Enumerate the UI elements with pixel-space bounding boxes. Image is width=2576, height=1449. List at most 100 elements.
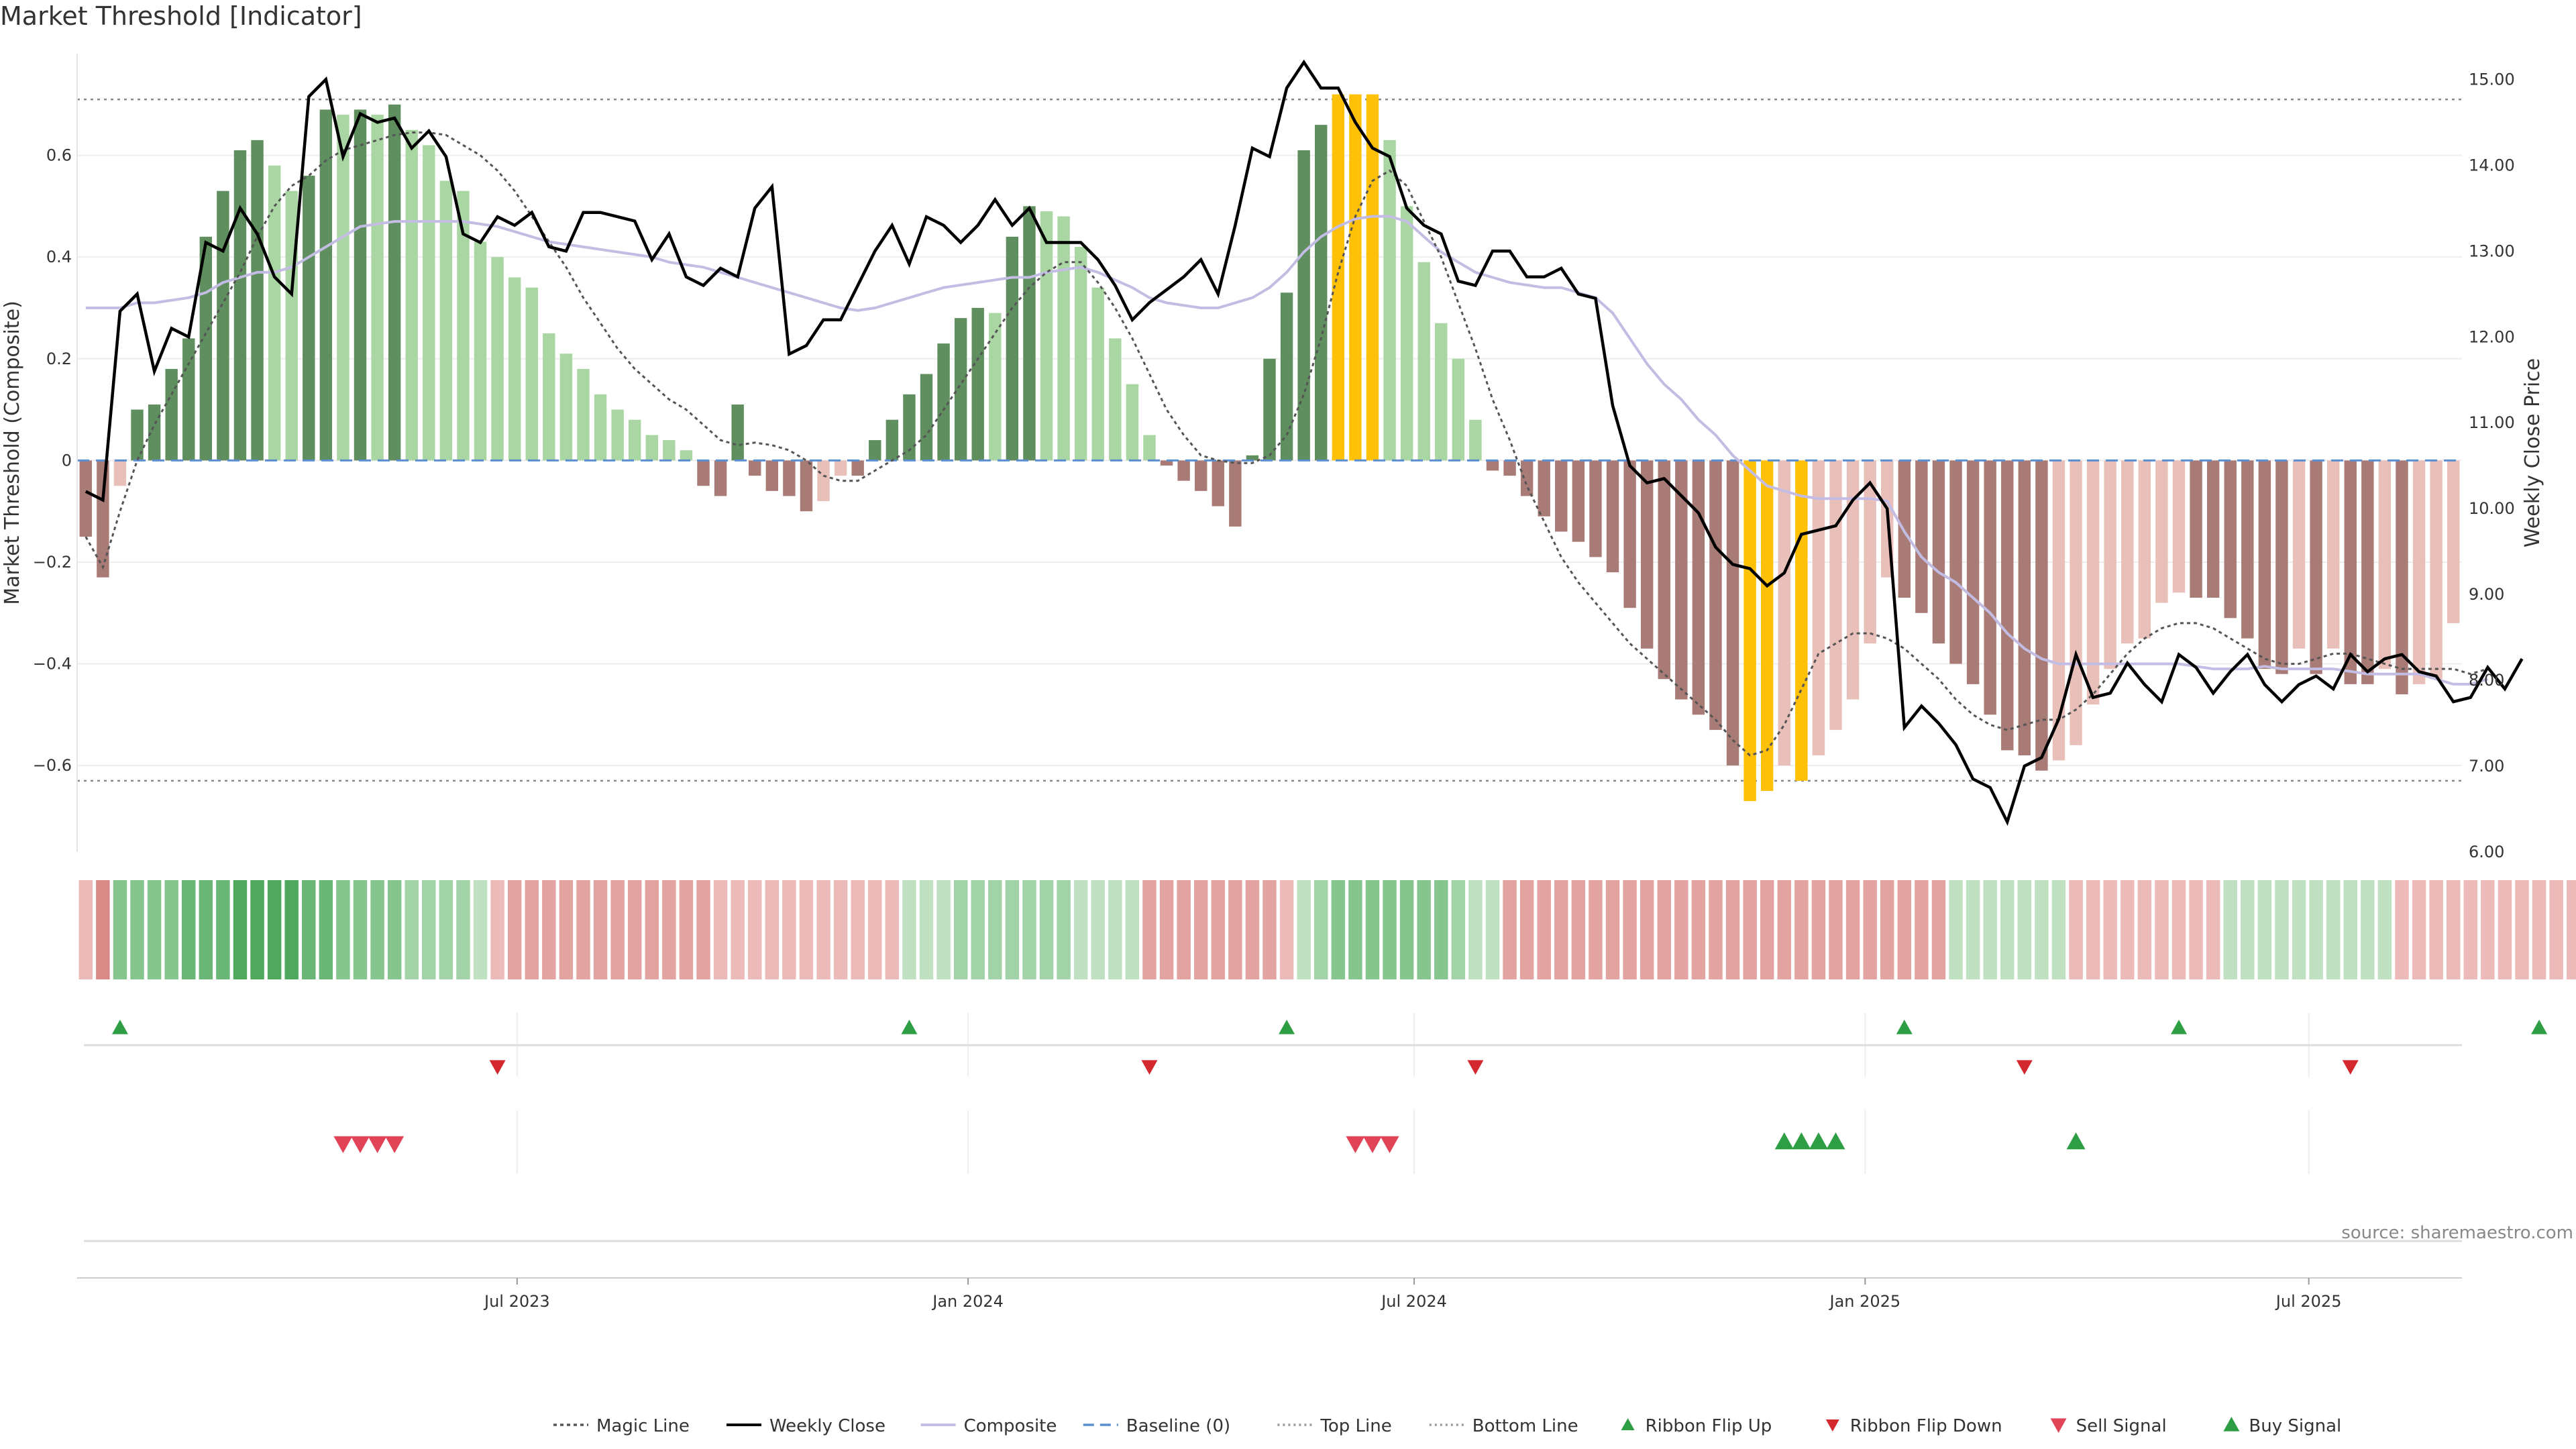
ribbon-cell (2035, 880, 2049, 979)
ribbon-cell (1554, 880, 1568, 979)
ribbon-cell (1709, 880, 1723, 979)
legend-item: Ribbon Flip Down (1825, 1416, 2002, 1436)
ribbon-cell (1228, 880, 1242, 979)
buy-signal-marker (1826, 1132, 1845, 1150)
ribbon-cell (1537, 880, 1551, 979)
ribbon-cell (610, 880, 625, 979)
triangle-down-icon (1825, 1419, 1839, 1432)
composite-bar (594, 394, 607, 461)
composite-bar (1538, 460, 1550, 517)
ribbon-flip-down-marker (489, 1060, 506, 1075)
composite-bar (697, 460, 710, 486)
composite-bar (1023, 206, 1036, 461)
ribbon-cell (387, 880, 402, 979)
ribbon-cell (1331, 880, 1346, 979)
ribbon-cell (422, 880, 436, 979)
ribbon-cell (250, 880, 264, 979)
composite-bar (1057, 216, 1070, 461)
composite-bar (508, 277, 521, 461)
legend-label: Top Line (1320, 1416, 1391, 1436)
ribbon-cell (319, 880, 333, 979)
composite-bar (1400, 206, 1413, 461)
ribbon-cell (1468, 880, 1483, 979)
ribbon-cell (1451, 880, 1466, 979)
ribbon-cell (147, 880, 162, 979)
ribbon-cell (1794, 880, 1809, 979)
ribbon-cell (1760, 880, 1774, 979)
composite-bar (1315, 125, 1328, 461)
y-right-tick-label: 12.00 (2469, 327, 2515, 346)
composite-bar (165, 368, 178, 461)
y-right-tick-label: 7.00 (2469, 757, 2504, 775)
ribbon-cell (679, 880, 694, 979)
ribbon-cell (765, 880, 780, 979)
composite-bar (2396, 460, 2408, 695)
y-right-axis-label: Weekly Close Price (2521, 358, 2544, 547)
legend-item: Sell Signal (2050, 1416, 2167, 1436)
y-right-tick-label: 10.00 (2469, 499, 2515, 518)
composite-bar (1297, 150, 1310, 461)
sell-signal-marker (1346, 1136, 1365, 1153)
composite-bar (559, 354, 573, 461)
ribbon-cell (1640, 880, 1654, 979)
legend-label: Ribbon Flip Down (1850, 1416, 2002, 1436)
composite-bar (1864, 460, 1876, 644)
ribbon-cell (1589, 880, 1603, 979)
ribbon-cell (2498, 880, 2512, 979)
composite-bar (1743, 460, 1756, 802)
legend-label: Ribbon Flip Up (1646, 1416, 1772, 1436)
y-right-tick-label: 11.00 (2469, 413, 2515, 432)
ribbon-cell (1897, 880, 1912, 979)
ribbon-cell (816, 880, 830, 979)
ribbon-cell (2069, 880, 2083, 979)
source-note: source: sharemaestro.com (2341, 1223, 2573, 1243)
composite-bar (1949, 460, 1962, 664)
ribbon-cell (1931, 880, 1946, 979)
ribbon-cell (2086, 880, 2100, 979)
ribbon-cell (1365, 880, 1380, 979)
composite-bar (645, 435, 658, 461)
ribbon-cell (2446, 880, 2461, 979)
composite-smooth-line (85, 215, 2488, 686)
composite-bar (663, 440, 676, 461)
ribbon-cell (405, 880, 419, 979)
composite-bar (474, 241, 487, 461)
ribbon-flip-up-marker (111, 1020, 128, 1034)
ribbon-cell (1674, 880, 1688, 979)
composite-bar (1229, 460, 1242, 527)
composite-bar (783, 460, 796, 496)
y-tick-label: −0.2 (33, 553, 72, 572)
ribbon-flip-down-marker (2342, 1060, 2359, 1075)
ribbon-cell (2189, 880, 2203, 979)
ribbon-cell (851, 880, 865, 979)
ribbon-cell (1193, 880, 1208, 979)
ribbon-cell (216, 880, 230, 979)
composite-bar (2206, 460, 2220, 598)
legend-label: Sell Signal (2076, 1416, 2167, 1436)
composite-bar (1074, 247, 1087, 461)
composite-bar (2344, 460, 2357, 684)
y-axis-label: Market Threshold (Composite) (1, 301, 24, 605)
ribbon-cell (919, 880, 934, 979)
ribbon-cell (2155, 880, 2169, 979)
ribbon-cell (1073, 880, 1088, 979)
y-right-tick-label: 13.00 (2469, 241, 2515, 260)
composite-bar (611, 409, 624, 461)
composite-bar (2086, 460, 2100, 705)
composite-bar (1812, 460, 1825, 755)
composite-bar (388, 104, 401, 461)
ribbon-cell (748, 880, 762, 979)
sell-signal-marker (368, 1136, 387, 1153)
ribbon-cell (2292, 880, 2306, 979)
composite-bar (1006, 236, 1019, 461)
composite-bar (2430, 460, 2443, 680)
ribbon-cell (2309, 880, 2323, 979)
ribbon-cell (713, 880, 728, 979)
ribbon-cell (1434, 880, 1448, 979)
ribbon-cell (1811, 880, 1826, 979)
ribbon-cell (1863, 880, 1877, 979)
ribbon-cell (1657, 880, 1671, 979)
legend-label: Buy Signal (2249, 1416, 2341, 1436)
y-tick-label: −0.6 (33, 756, 72, 775)
